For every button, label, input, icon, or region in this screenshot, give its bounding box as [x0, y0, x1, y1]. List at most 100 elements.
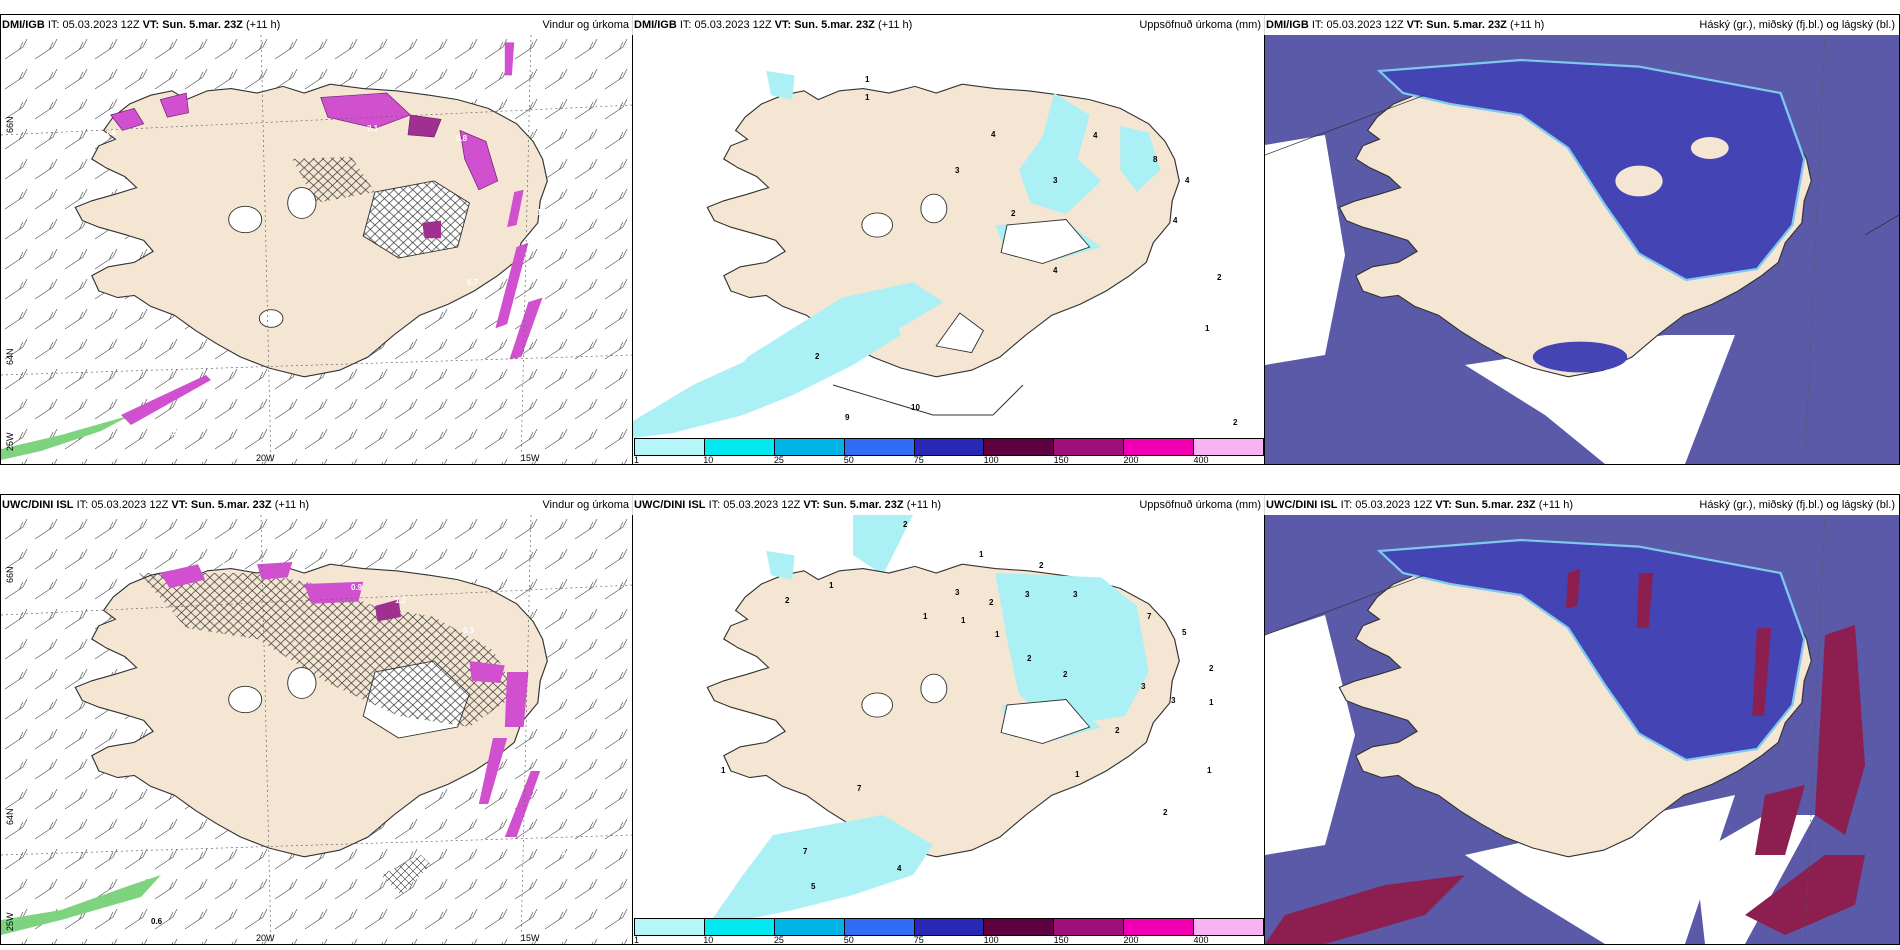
accum-value: 3 [955, 588, 960, 597]
init-time: IT: 05.03.2023 12Z [1311, 19, 1404, 31]
model-label: DMI/IGB [1266, 19, 1309, 31]
vt-label: VT: [142, 19, 160, 31]
init-time: IT: 05.03.2023 12Z [708, 499, 801, 511]
valid-time: Sun. 5.mar. 23Z [1454, 499, 1536, 511]
accum-value: 2 [785, 596, 790, 605]
model-label: UWC/DINI ISL [634, 499, 706, 511]
colorbar-tick: 1 [634, 935, 640, 945]
accum-value: 3 [1025, 590, 1030, 599]
accum-value: 5 [811, 882, 816, 891]
vt-label: VT: [803, 499, 820, 511]
colorbar-tick: 50 [843, 935, 854, 945]
valid-time: Sun. 5.mar. 23Z [190, 499, 272, 511]
panel-header: DMI/IGB IT: 05.03.2023 12Z VT: Sun. 5.ma… [1, 15, 633, 35]
lon-label: 15W [521, 933, 540, 943]
colorbar-tick: 25 [773, 455, 784, 465]
colorbar-tick: 100 [983, 455, 999, 465]
colorbar-ticks: 1 10 25 50 75 100 150 200 400 [634, 935, 1264, 945]
accum-value: 1 [865, 75, 870, 84]
precip-value: 0.6 [151, 917, 163, 926]
accum-value: 2 [815, 352, 820, 361]
colorbar-swatches [634, 438, 1264, 456]
precip-value: 2.1 [367, 124, 379, 133]
accum-precip-map: 1 1 4 4 3 8 4 2 4 3 4 2 1 2 9 10 2 [633, 35, 1265, 438]
colorbar-tick: 75 [913, 935, 924, 945]
panel-clouds-bottom: UWC/DINI ISL IT: 05.03.2023 12Z VT: Sun.… [1264, 494, 1900, 945]
accum-value: 2 [1063, 670, 1068, 679]
accum-value: 4 [1053, 266, 1058, 275]
accum-value: 2 [1027, 654, 1032, 663]
vt-label: VT: [1406, 19, 1424, 31]
accum-value: 3 [955, 166, 960, 175]
init-time: IT: 05.03.2023 12Z [47, 19, 140, 31]
colorbar-tick: 75 [913, 455, 924, 465]
accum-value: 4 [1093, 131, 1098, 140]
lat-label: 66N [5, 566, 15, 583]
panel-header: UWC/DINI ISL IT: 05.03.2023 12Z VT: Sun.… [1265, 495, 1899, 515]
accum-value: 3 [1171, 696, 1176, 705]
accum-value: 1 [961, 616, 966, 625]
precip-value: 0.8 [456, 134, 468, 143]
product-title: Háský (gr.), miðský (fj.bl.) og lágský (… [1699, 499, 1895, 511]
colorbar-ticks: 1 10 25 50 75 100 150 200 400 [634, 455, 1264, 465]
product-title: Uppsöfnuð úrkoma (mm) [1139, 499, 1261, 511]
accum-value: 1 [1205, 324, 1210, 333]
lead-time: (+11 h) [1538, 499, 1574, 511]
lon-label: 20W [256, 933, 275, 943]
lead-time: (+11 h) [274, 499, 310, 511]
accum-value: 1 [1209, 698, 1214, 707]
precip-value: 0.7 [467, 278, 479, 287]
accum-value: 7 [857, 784, 862, 793]
accum-value: 1 [995, 630, 1000, 639]
accum-value: 2 [1233, 418, 1238, 427]
accum-value: 4 [1173, 216, 1178, 225]
accum-value: 2 [1163, 808, 1168, 817]
accum-value: 1 [979, 550, 984, 559]
panel-header: DMI/IGB IT: 05.03.2023 12Z VT: Sun. 5.ma… [633, 15, 1265, 35]
accum-value: 1 [923, 612, 928, 621]
valid-time: Sun. 5.mar. 23Z [162, 19, 243, 31]
accum-value: 8 [1153, 155, 1158, 164]
colorbar-tick: 400 [1193, 935, 1209, 945]
panel-clouds-top: DMI/IGB IT: 05.03.2023 12Z VT: Sun. 5.ma… [1264, 14, 1900, 465]
panel-header: UWC/DINI ISL IT: 05.03.2023 12Z VT: Sun.… [633, 495, 1265, 515]
valid-time: Sun. 5.mar. 23Z [1426, 19, 1507, 31]
panel-accum-precip-top: DMI/IGB IT: 05.03.2023 12Z VT: Sun. 5.ma… [632, 14, 1266, 465]
lat-label: 64N [5, 348, 15, 365]
accum-value: 3 [1141, 682, 1146, 691]
product-title: Vindur og úrkoma [542, 499, 629, 511]
model-label: DMI/IGB [2, 19, 45, 31]
accum-value: 2 [1039, 561, 1044, 570]
valid-time: Sun. 5.mar. 23Z [794, 19, 875, 31]
init-time: IT: 05.03.2023 12Z [1340, 499, 1433, 511]
precip-value: 1.2 [395, 596, 407, 605]
lat-label: 64N [5, 808, 15, 825]
accum-value: 2 [1209, 664, 1214, 673]
accum-value: 9 [845, 413, 850, 422]
lead-time: (+11 h) [1509, 19, 1545, 31]
lat-label: 66N [5, 116, 15, 133]
cloud-map [1265, 515, 1899, 944]
precip-value: 1.6 [105, 128, 117, 137]
colorbar-tick: 150 [1053, 455, 1069, 465]
colorbar: 1 10 25 50 75 100 150 200 400 [633, 438, 1265, 464]
precip-value: 0.8 [166, 428, 178, 437]
lon-label: 15W [521, 453, 540, 463]
cloud-map [1265, 35, 1899, 464]
accum-value: 4 [897, 864, 902, 873]
product-title: Uppsöfnuð úrkoma (mm) [1139, 19, 1261, 31]
colorbar-tick: 200 [1123, 935, 1139, 945]
accum-value: 1 [721, 766, 726, 775]
accum-value: 1 [1075, 770, 1080, 779]
accum-value: 2 [989, 598, 994, 607]
accum-precip-map: 2 1 2 1 2 3 2 3 3 7 1 1 1 2 2 5 2 3 3 2 … [633, 515, 1265, 918]
accum-value: 7 [1147, 612, 1152, 621]
accum-value: 7 [803, 847, 808, 856]
precip-value: 0.8 [561, 848, 573, 857]
model-label: UWC/DINI ISL [2, 499, 74, 511]
accum-value: 10 [911, 403, 920, 412]
colorbar-tick: 100 [983, 935, 999, 945]
precip-value: 0.9 [351, 583, 363, 592]
init-time: IT: 05.03.2023 12Z [76, 499, 169, 511]
lon-label: 25W [5, 432, 15, 451]
